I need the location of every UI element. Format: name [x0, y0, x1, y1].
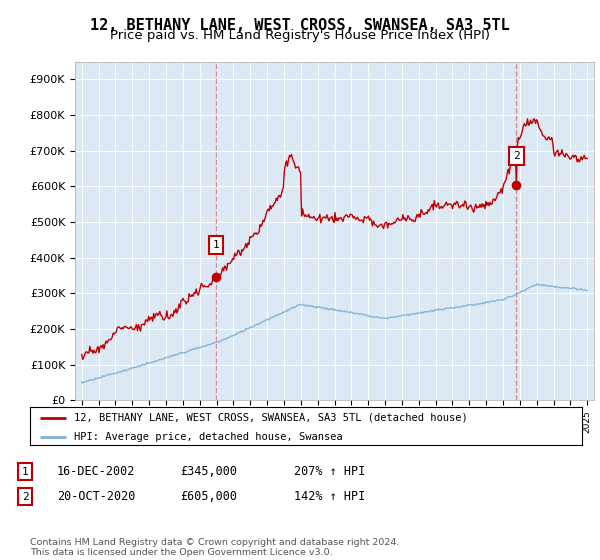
Text: HPI: Average price, detached house, Swansea: HPI: Average price, detached house, Swan… — [74, 432, 343, 442]
Text: 207% ↑ HPI: 207% ↑ HPI — [294, 465, 365, 478]
Text: 2: 2 — [513, 151, 520, 161]
Text: 20-OCT-2020: 20-OCT-2020 — [57, 490, 136, 503]
Text: 2: 2 — [22, 492, 29, 502]
Text: Contains HM Land Registry data © Crown copyright and database right 2024.
This d: Contains HM Land Registry data © Crown c… — [30, 538, 400, 557]
Text: 12, BETHANY LANE, WEST CROSS, SWANSEA, SA3 5TL: 12, BETHANY LANE, WEST CROSS, SWANSEA, S… — [90, 18, 510, 33]
Text: 1: 1 — [212, 240, 219, 250]
Text: 12, BETHANY LANE, WEST CROSS, SWANSEA, SA3 5TL (detached house): 12, BETHANY LANE, WEST CROSS, SWANSEA, S… — [74, 413, 468, 423]
Text: £345,000: £345,000 — [180, 465, 237, 478]
Text: 1: 1 — [22, 466, 29, 477]
Text: 16-DEC-2002: 16-DEC-2002 — [57, 465, 136, 478]
Text: 142% ↑ HPI: 142% ↑ HPI — [294, 490, 365, 503]
Text: Price paid vs. HM Land Registry's House Price Index (HPI): Price paid vs. HM Land Registry's House … — [110, 29, 490, 42]
Text: £605,000: £605,000 — [180, 490, 237, 503]
